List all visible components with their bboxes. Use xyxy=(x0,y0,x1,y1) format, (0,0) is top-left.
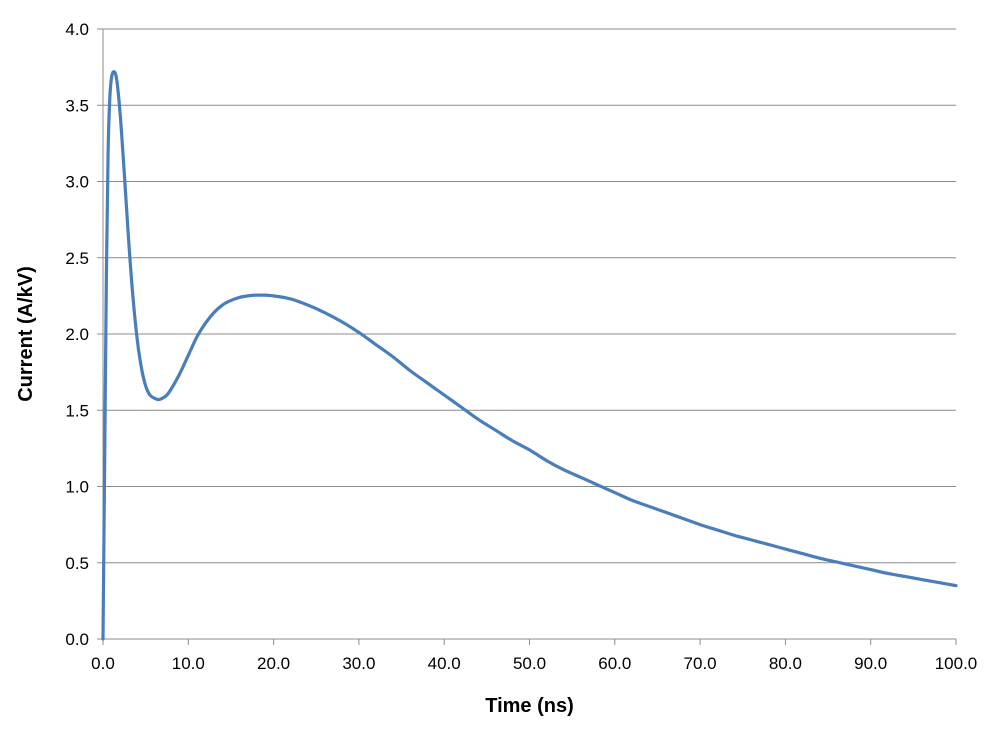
x-tick-label: 40.0 xyxy=(428,654,461,673)
y-tick-label: 4.0 xyxy=(65,20,89,39)
y-tick-label: 3.5 xyxy=(65,96,89,115)
y-tick-label: 2.0 xyxy=(65,325,89,344)
y-tick-label: 3.0 xyxy=(65,173,89,192)
y-axis-title: Current (A/kV) xyxy=(15,266,37,402)
x-tick-label: 60.0 xyxy=(598,654,631,673)
y-tick-label: 1.5 xyxy=(65,401,89,420)
y-tick-label: 2.5 xyxy=(65,249,89,268)
x-tick-label: 80.0 xyxy=(769,654,802,673)
x-tick-label: 90.0 xyxy=(854,654,887,673)
x-axis-title: Time (ns) xyxy=(485,695,574,717)
x-tick-label: 20.0 xyxy=(257,654,290,673)
series-layer xyxy=(101,70,958,641)
x-tick-label: 50.0 xyxy=(513,654,546,673)
series-line xyxy=(101,70,958,641)
y-tick-label: 1.0 xyxy=(65,478,89,497)
gridlines xyxy=(103,28,956,564)
y-tick-label: 0.0 xyxy=(65,630,89,649)
tick-labels: 0.0 0.5 1.0 1.5 2.0 2.5 3.0 3.5 4.0 0.0 10.0 20.0 30… xyxy=(65,20,977,673)
x-tick-label: 100.0 xyxy=(935,654,978,673)
x-tick-label: 10.0 xyxy=(172,654,205,673)
x-tick-label: 30.0 xyxy=(342,654,375,673)
x-tick-label: 70.0 xyxy=(684,654,717,673)
y-tick-label: 0.5 xyxy=(65,554,89,573)
x-tick-label: 0.0 xyxy=(91,654,115,673)
axes xyxy=(97,28,957,645)
